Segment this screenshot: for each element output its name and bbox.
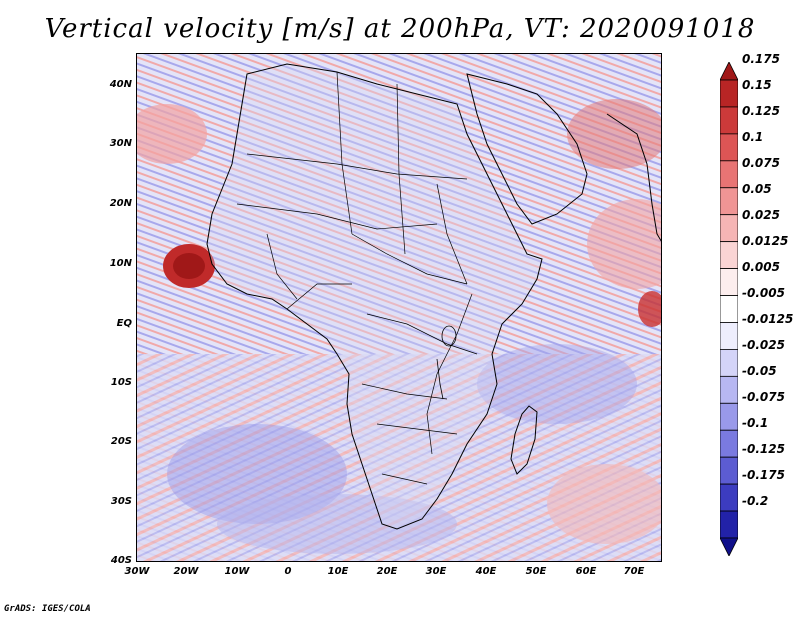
colorbar-label: -0.1 <box>742 416 769 430</box>
y-tick-label: 30S <box>110 496 132 507</box>
colorbar-label: 0.15 <box>742 78 772 92</box>
colorbar-label: -0.2 <box>742 494 769 508</box>
colorbar-segment <box>720 268 738 296</box>
colorbar-segment <box>720 241 738 269</box>
colorbar-label: 0.005 <box>742 260 780 274</box>
colorbar-segment <box>720 295 738 323</box>
colorbar-segment <box>720 79 738 108</box>
colorbar-label: 0.1 <box>742 130 764 144</box>
colorbar-segment <box>720 456 738 485</box>
x-tick-label: 20W <box>173 566 199 577</box>
y-tick-label: 40S <box>110 555 132 566</box>
colorbar-segment <box>720 214 738 243</box>
colorbar-label: -0.0125 <box>742 312 794 326</box>
colorbar-segment <box>720 160 738 189</box>
colorbar-label: 0.125 <box>742 104 780 118</box>
x-tick-label: 30E <box>425 566 447 577</box>
colorbar-segment <box>720 483 738 512</box>
x-tick-label: 70E <box>623 566 645 577</box>
y-tick-label: 10S <box>110 377 132 388</box>
map-plot-area <box>136 53 662 562</box>
colorbar-segment <box>720 187 738 216</box>
colorbar-label: -0.05 <box>742 364 777 378</box>
y-tick-label: EQ <box>116 318 132 329</box>
colorbar-label: 0.025 <box>742 208 780 222</box>
country-borders <box>236 71 478 485</box>
grads-credit: GrADS: IGES/COLA <box>4 604 91 614</box>
x-tick-label: 10W <box>224 566 250 577</box>
x-tick-label: 20E <box>376 566 398 577</box>
india-coast <box>606 113 661 242</box>
chart-title: Vertical velocity [m/s] at 200hPa, VT: 2… <box>44 14 756 44</box>
colorbar-segment <box>720 349 738 377</box>
x-tick-label: 0 <box>284 566 292 577</box>
y-tick-label: 10N <box>109 258 132 269</box>
colorbar <box>720 62 738 556</box>
y-tick-label: 20N <box>109 198 132 209</box>
colorbar-label: -0.025 <box>742 338 785 352</box>
velocity-field <box>137 54 661 561</box>
africa-coastline <box>206 63 543 530</box>
lake-tanganyika <box>436 358 444 400</box>
colorbar-segment <box>720 106 738 135</box>
colorbar-segment <box>720 510 738 539</box>
colorbar-label: 0.175 <box>742 52 780 66</box>
madagascar <box>510 405 538 475</box>
x-tick-label: 40E <box>475 566 497 577</box>
lake-victoria <box>441 325 457 347</box>
colorbar-label: -0.005 <box>742 286 785 300</box>
y-tick-label: 20S <box>110 436 132 447</box>
colorbar-segment <box>720 375 738 404</box>
colorbar-label: -0.175 <box>742 468 785 482</box>
x-tick-label: 30W <box>124 566 150 577</box>
x-tick-label: 60E <box>575 566 597 577</box>
colorbar-label: -0.125 <box>742 442 785 456</box>
colorbar-label: -0.075 <box>742 390 785 404</box>
colorbar-top-arrow <box>720 62 738 81</box>
y-tick-label: 30N <box>109 138 132 149</box>
colorbar-bottom-arrow <box>720 537 738 556</box>
colorbar-segment <box>720 133 738 162</box>
colorbar-label: 0.0125 <box>742 234 789 248</box>
colorbar-segment <box>720 322 738 350</box>
x-tick-label: 10E <box>327 566 349 577</box>
colorbar-segment <box>720 402 738 431</box>
y-tick-label: 40N <box>109 79 132 90</box>
x-tick-label: 50E <box>525 566 547 577</box>
colorbar-segment <box>720 429 738 458</box>
colorbar-label: 0.05 <box>742 182 772 196</box>
colorbar-label: 0.075 <box>742 156 780 170</box>
arabian-peninsula <box>466 73 588 225</box>
